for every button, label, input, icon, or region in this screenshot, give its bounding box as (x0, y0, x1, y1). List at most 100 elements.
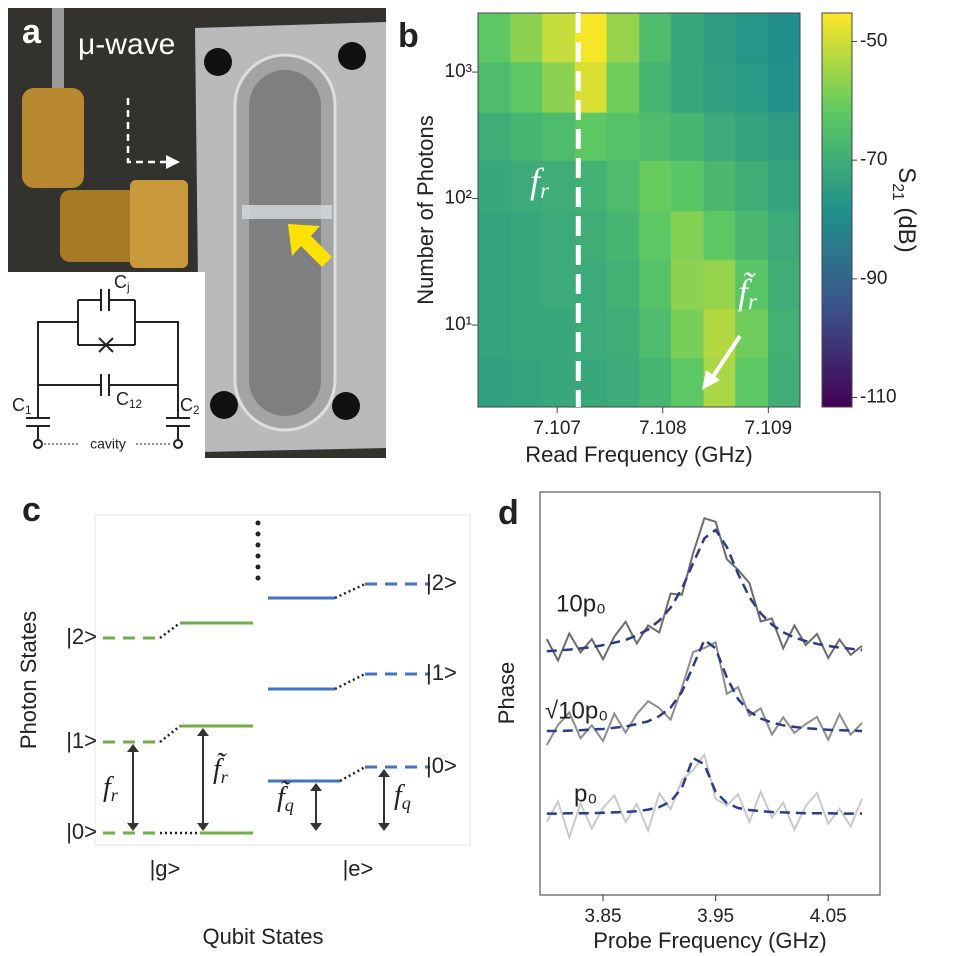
heatmap-cell (542, 210, 576, 260)
heatmap-cell (606, 308, 640, 359)
state-label: |0> (426, 753, 457, 778)
panel-label: a (22, 13, 42, 51)
yellow-arrow (288, 224, 332, 267)
heatmap-cell (735, 210, 769, 260)
heatmap-cell (477, 61, 512, 113)
state-label: |2> (66, 624, 97, 649)
capacitor-label: C2 (180, 395, 200, 417)
capacitor-label: C12 (116, 389, 142, 411)
colorbar (821, 12, 853, 408)
ground-levels (103, 621, 253, 835)
line-label-sub: r (540, 178, 550, 204)
cavity-slot-inner (249, 70, 321, 416)
heatmap-cell (735, 308, 769, 359)
heatmap-cell (606, 61, 640, 113)
heatmap-cell (477, 12, 512, 63)
state-label: |0> (66, 819, 97, 844)
x-axis-label: Read Frequency (GHz) (525, 442, 752, 467)
heatmap-cell (768, 112, 801, 161)
panel-label: c (22, 491, 41, 529)
heatmap-cell (670, 61, 705, 113)
heatmap-cell (768, 357, 801, 408)
heatmap-cell (542, 112, 576, 161)
heatmap-cell (477, 210, 512, 260)
heatmap-cell (768, 61, 801, 113)
heatmap-cell (606, 259, 640, 309)
transition-arrows (132, 734, 385, 825)
y-tick-label: 10² (445, 188, 472, 209)
y-axis-label: Number of Photons (413, 115, 438, 305)
qubit-label: |e> (343, 856, 374, 881)
series-label: p₀ (574, 780, 597, 807)
shift-dots (159, 582, 366, 835)
heatmap-cell (768, 308, 801, 359)
y-axis-label: Phase (494, 662, 519, 724)
colorbar-tick-label: -70 (860, 149, 887, 170)
excited-levels (268, 582, 430, 783)
x-axis-label: Probe Frequency (GHz) (593, 928, 827, 953)
heatmap-cell (606, 357, 640, 408)
transition-label: f̃q (277, 782, 294, 816)
heatmap-cell (768, 12, 801, 63)
capacitor-label: C1 (12, 395, 32, 417)
heatmap-cell (639, 12, 672, 63)
panel-a: a μ-wave Cj C12 C1 C2 cavity (8, 8, 386, 458)
microwave-arrow (126, 98, 168, 164)
heatmap-cell (639, 160, 672, 212)
heatmap-cell (768, 160, 801, 212)
brass-elbow (22, 88, 84, 188)
fit-line (546, 637, 863, 733)
heatmap-cell (510, 259, 543, 309)
heatmap-cell (639, 259, 672, 309)
circuit (26, 289, 190, 449)
annotation: μ-wave (78, 28, 175, 61)
y-tick-label: 10³ (445, 61, 472, 82)
heatmap-cell (510, 61, 543, 113)
heatmap-cell (510, 160, 543, 212)
panel-label: d (498, 494, 519, 532)
y-axis-label: Photon States (16, 611, 41, 749)
heatmap-cell (735, 160, 769, 212)
heatmap-cell (477, 160, 512, 212)
qubit-label: |g> (150, 856, 181, 881)
heatmap-cell (510, 308, 543, 359)
heatmap-cell (670, 357, 705, 408)
heatmap-cell (735, 61, 769, 113)
heatmap-cell (670, 259, 705, 309)
heatmap-cell (703, 160, 736, 212)
fit-line (546, 756, 862, 815)
heatmap-cell (703, 12, 736, 63)
heatmap-cell (735, 357, 769, 408)
transition-label: fr (103, 772, 119, 805)
heatmap-cell (639, 357, 672, 408)
x-tick-label: 7.108 (639, 418, 687, 439)
heatmap-cell (477, 308, 512, 359)
heatmap-cell (510, 210, 543, 260)
state-label: |1> (66, 728, 97, 753)
bolt-hole (210, 391, 238, 419)
heatmap-cell (477, 357, 512, 408)
x-axis-label: Qubit States (202, 924, 323, 949)
heatmap-cell (510, 12, 543, 63)
x-tick-label: 7.109 (745, 418, 793, 439)
data-line (545, 752, 863, 841)
heatmap-cell (768, 210, 801, 260)
x-tick-label: 7.107 (533, 418, 581, 439)
series-label: 10p₀ (556, 590, 606, 617)
fit-line (546, 528, 863, 653)
microwave-arrowhead (166, 155, 180, 169)
data-line (545, 516, 863, 663)
brass-nut (130, 180, 188, 268)
diagram-frame (94, 514, 471, 846)
heatmap-cell (703, 61, 736, 113)
panel-c: c |2> |1> |0> |2> |1> |0> |g> |e> Qubit … (16, 491, 471, 949)
heatmap-cell (670, 12, 705, 63)
state-label: |1> (426, 660, 457, 685)
y-tick-label: 10¹ (445, 314, 472, 335)
series-label: √10p₀ (545, 697, 608, 724)
ellipsis (255, 520, 261, 581)
heatmap-cell (639, 210, 672, 260)
state-label: |2> (426, 570, 457, 595)
heatmap-cell (542, 61, 576, 113)
